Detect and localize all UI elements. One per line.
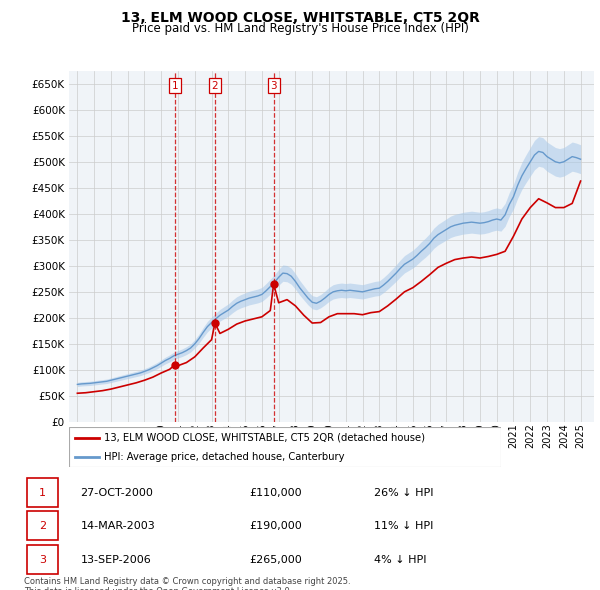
Text: £110,000: £110,000: [250, 488, 302, 497]
Text: 1: 1: [39, 488, 46, 497]
Text: 11% ↓ HPI: 11% ↓ HPI: [374, 521, 433, 530]
Text: 14-MAR-2003: 14-MAR-2003: [80, 521, 155, 530]
Text: 4% ↓ HPI: 4% ↓ HPI: [374, 555, 426, 565]
Text: 2: 2: [212, 81, 218, 90]
Text: 1: 1: [172, 81, 178, 90]
FancyBboxPatch shape: [69, 427, 501, 467]
Text: £190,000: £190,000: [250, 521, 302, 530]
Text: 13, ELM WOOD CLOSE, WHITSTABLE, CT5 2QR (detached house): 13, ELM WOOD CLOSE, WHITSTABLE, CT5 2QR …: [104, 433, 425, 443]
FancyBboxPatch shape: [27, 545, 58, 574]
Text: 2: 2: [39, 521, 46, 530]
Text: 13, ELM WOOD CLOSE, WHITSTABLE, CT5 2QR: 13, ELM WOOD CLOSE, WHITSTABLE, CT5 2QR: [121, 11, 479, 25]
Text: 27-OCT-2000: 27-OCT-2000: [80, 488, 153, 497]
Text: 3: 3: [39, 555, 46, 565]
Text: 26% ↓ HPI: 26% ↓ HPI: [374, 488, 433, 497]
FancyBboxPatch shape: [27, 478, 58, 507]
Text: Price paid vs. HM Land Registry's House Price Index (HPI): Price paid vs. HM Land Registry's House …: [131, 22, 469, 35]
Text: 13-SEP-2006: 13-SEP-2006: [80, 555, 151, 565]
Text: 3: 3: [271, 81, 277, 90]
Text: HPI: Average price, detached house, Canterbury: HPI: Average price, detached house, Cant…: [104, 453, 344, 462]
Text: £265,000: £265,000: [250, 555, 302, 565]
Text: Contains HM Land Registry data © Crown copyright and database right 2025.
This d: Contains HM Land Registry data © Crown c…: [24, 577, 350, 590]
FancyBboxPatch shape: [27, 511, 58, 540]
